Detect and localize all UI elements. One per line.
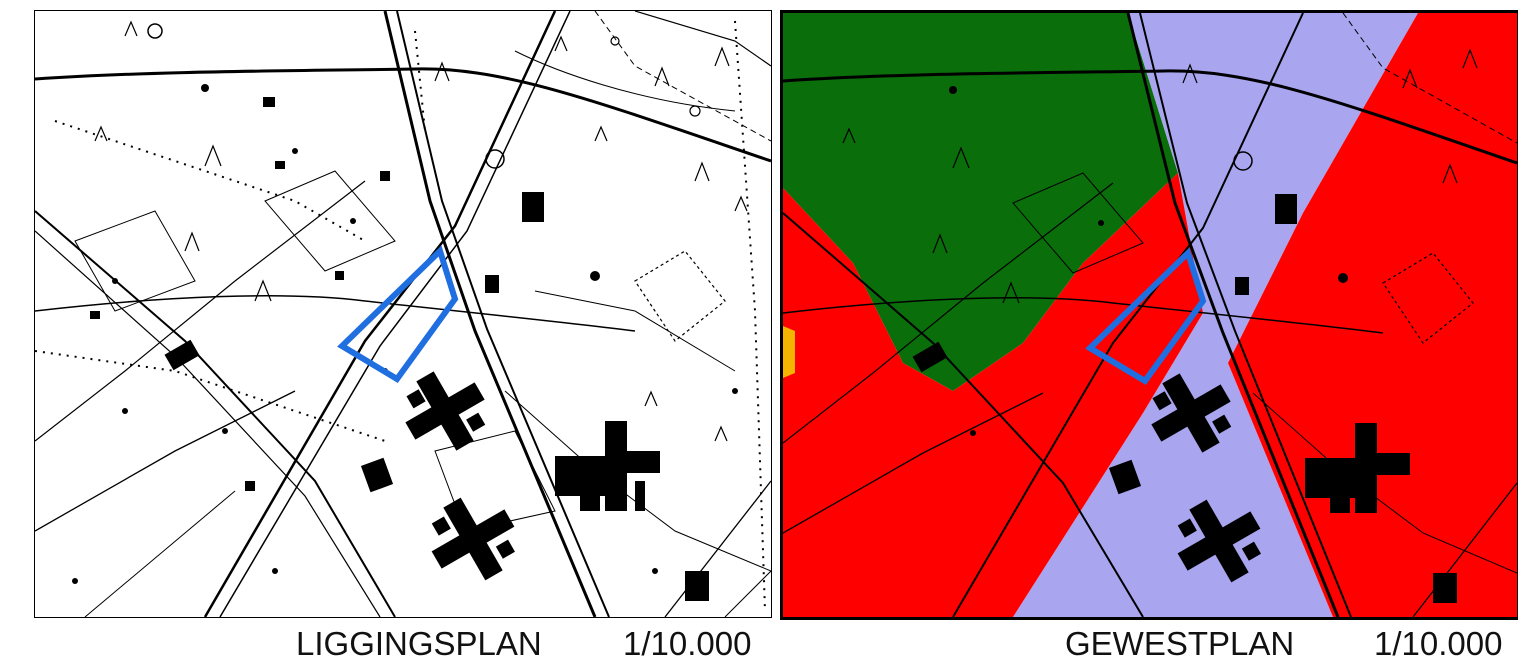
overlay-vegetation-symbols — [842, 48, 1478, 304]
zone-green-area — [783, 13, 1178, 391]
zone-red-area-left — [783, 173, 1203, 617]
zoning-plan-map — [780, 10, 1518, 620]
parcel-outline — [1085, 247, 1207, 385]
zoning-plan-basemap — [783, 13, 1517, 617]
buildings — [72, 84, 738, 601]
basemap-linework — [35, 11, 771, 617]
location-plan-basemap — [35, 11, 771, 617]
overlay-buildings — [912, 86, 1457, 603]
location-plan-title: LIGGINGSPLAN — [296, 625, 542, 662]
location-plan-scale: 1/10.000 — [623, 625, 752, 662]
large-building — [555, 421, 660, 511]
vegetation-symbols — [94, 20, 748, 442]
zone-red-area-right — [1228, 13, 1517, 617]
zoning-plan-title: GEWESTPLAN — [1065, 625, 1295, 662]
location-plan-map — [34, 10, 772, 618]
dotted-boundaries — [35, 20, 766, 612]
zone-orange-area — [783, 326, 795, 378]
zoning-plan-scale: 1/10.000 — [1374, 625, 1503, 662]
zoning-areas — [783, 13, 1517, 617]
parcel-outline — [337, 245, 459, 383]
